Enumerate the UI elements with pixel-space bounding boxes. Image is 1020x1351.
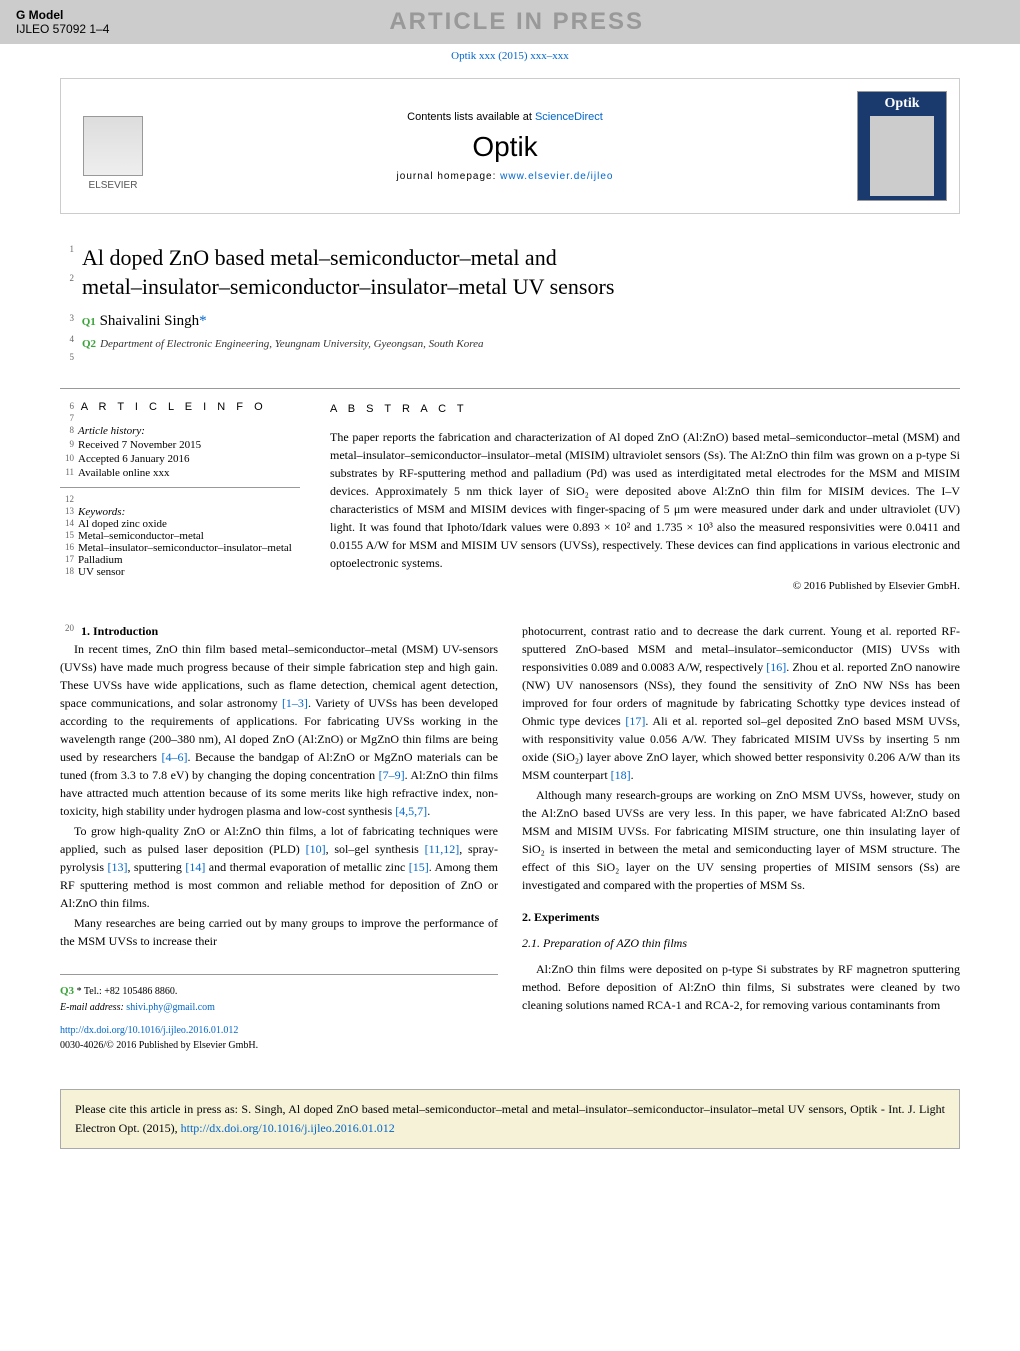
- citation-link[interactable]: [16]: [766, 660, 786, 674]
- q2-marker: Q2: [82, 338, 96, 350]
- citation-link[interactable]: [7–9]: [379, 768, 405, 782]
- title-line-2: 2 metal–insulator–semiconductor–insulato…: [60, 273, 960, 302]
- article-info: 6 A R T I C L E I N F O 7 8Article histo…: [60, 401, 300, 594]
- citation-link[interactable]: [4,5,7]: [395, 804, 427, 818]
- copyright-line: © 2016 Published by Elsevier GmbH.: [330, 578, 960, 595]
- keywords-heading: Keywords:: [78, 506, 125, 518]
- citation-link[interactable]: [4–6]: [161, 750, 187, 764]
- keywords-block: 13Keywords: 14Al doped zinc oxide 15Meta…: [60, 506, 300, 578]
- elsevier-tree-icon: [83, 116, 143, 176]
- footnote-section: Q3 * Tel.: +82 105486 8860. E-mail addre…: [60, 974, 498, 1053]
- citation-link[interactable]: [17]: [625, 714, 645, 728]
- intro-p3: Many researches are being carried out by…: [60, 914, 498, 950]
- email-link[interactable]: shivi.phy@gmail.com: [126, 1002, 215, 1013]
- accepted-date: Accepted 6 January 2016: [78, 453, 190, 465]
- journal-banner: ELSEVIER Contents lists available at Sci…: [60, 78, 960, 214]
- contents-line: Contents lists available at ScienceDirec…: [169, 111, 841, 123]
- citation-link[interactable]: [14]: [185, 860, 205, 874]
- gmodel-label: G Model: [16, 8, 109, 22]
- header-left: G Model IJLEO 57092 1–4: [16, 8, 109, 36]
- journal-name: Optik: [169, 131, 841, 163]
- subsection-heading: 2.1. Preparation of AZO thin films: [522, 934, 960, 952]
- affiliation-line: 4 Q2 Department of Electronic Engineerin…: [60, 334, 960, 352]
- citation-link[interactable]: [10]: [306, 842, 326, 856]
- elsevier-text: ELSEVIER: [89, 180, 138, 191]
- abstract-text: The paper reports the fabrication and ch…: [330, 428, 960, 572]
- intro-heading-row: 20 1. Introduction: [60, 622, 498, 640]
- citation-link[interactable]: [18]: [611, 768, 631, 782]
- citation-link[interactable]: [1–3]: [282, 696, 308, 710]
- author-line: 3 Q1 Shaivalini Singh*: [60, 313, 960, 330]
- homepage-link[interactable]: www.elsevier.de/ijleo: [500, 171, 613, 182]
- left-column: 20 1. Introduction In recent times, ZnO …: [60, 622, 498, 1053]
- right-column: photocurrent, contrast ratio and to decr…: [522, 622, 960, 1053]
- info-abstract-row: 6 A R T I C L E I N F O 7 8Article histo…: [60, 388, 960, 594]
- model-ref: IJLEO 57092 1–4: [16, 22, 109, 36]
- author-name: Shaivalini Singh: [100, 313, 200, 329]
- intro-p1: In recent times, ZnO thin film based met…: [60, 640, 498, 820]
- abstract-label: A B S T R A C T: [330, 401, 960, 418]
- abstract-column: A B S T R A C T The paper reports the fa…: [330, 401, 960, 594]
- corresponding-marker[interactable]: *: [199, 313, 207, 329]
- keyword-item: Palladium: [78, 554, 123, 566]
- history-block: 8Article history: 9Received 7 November 2…: [60, 425, 300, 488]
- journal-issue-link[interactable]: Optik xxx (2015) xxx–xxx: [0, 44, 1020, 68]
- experiments-heading: 2. Experiments: [522, 908, 960, 926]
- footnote-email: E-mail address: shivi.phy@gmail.com: [60, 1000, 498, 1015]
- keyword-item: UV sensor: [78, 566, 125, 578]
- footnote-tel: Q3 * Tel.: +82 105486 8860.: [60, 983, 498, 1000]
- cite-doi-link[interactable]: http://dx.doi.org/10.1016/j.ijleo.2016.0…: [181, 1121, 395, 1135]
- cover-image-placeholder: [870, 116, 934, 196]
- citation-link[interactable]: [11,12]: [425, 842, 460, 856]
- q3-marker: Q3: [60, 985, 74, 997]
- citation-box: Please cite this article in press as: S.…: [60, 1089, 960, 1149]
- citation-link[interactable]: [15]: [409, 860, 429, 874]
- journal-cover: Optik: [857, 91, 947, 201]
- history-heading: Article history:: [78, 425, 145, 437]
- title-section: 1 Al doped ZnO based metal–semiconductor…: [60, 244, 960, 301]
- q1-marker: Q1: [82, 316, 96, 328]
- col2-p1: photocurrent, contrast ratio and to decr…: [522, 622, 960, 784]
- article-body: 1 Al doped ZnO based metal–semiconductor…: [0, 224, 1020, 1073]
- info-label-row: 6 A R T I C L E I N F O: [60, 401, 300, 413]
- banner-center: Contents lists available at ScienceDirec…: [169, 111, 841, 182]
- exp-p1: Al:ZnO thin films were deposited on p-ty…: [522, 960, 960, 1014]
- online-date: Available online xxx: [78, 467, 169, 479]
- intro-p2: To grow high-quality ZnO or Al:ZnO thin …: [60, 822, 498, 912]
- title-line-1: 1 Al doped ZnO based metal–semiconductor…: [60, 244, 960, 273]
- main-text: 20 1. Introduction In recent times, ZnO …: [60, 622, 960, 1053]
- elsevier-logo: ELSEVIER: [73, 101, 153, 191]
- keyword-item: Metal–insulator–semiconductor–insulator–…: [78, 542, 292, 554]
- keyword-item: Al doped zinc oxide: [78, 518, 167, 530]
- keyword-item: Metal–semiconductor–metal: [78, 530, 204, 542]
- homepage-line: journal homepage: www.elsevier.de/ijleo: [169, 171, 841, 182]
- sciencedirect-link[interactable]: ScienceDirect: [535, 111, 603, 123]
- col2-p2: Although many research-groups are workin…: [522, 786, 960, 894]
- received-date: Received 7 November 2015: [78, 439, 201, 451]
- citation-link[interactable]: [13]: [107, 860, 127, 874]
- doi-line: http://dx.doi.org/10.1016/j.ijleo.2016.0…: [60, 1023, 498, 1038]
- header-bar: G Model IJLEO 57092 1–4 ARTICLE IN PRESS: [0, 0, 1020, 44]
- issn-line: 0030-4026/© 2016 Published by Elsevier G…: [60, 1038, 498, 1053]
- page-root: G Model IJLEO 57092 1–4 ARTICLE IN PRESS…: [0, 0, 1020, 1149]
- article-in-press-banner: ARTICLE IN PRESS: [389, 8, 644, 36]
- cover-title: Optik: [884, 96, 919, 112]
- doi-link[interactable]: http://dx.doi.org/10.1016/j.ijleo.2016.0…: [60, 1025, 238, 1036]
